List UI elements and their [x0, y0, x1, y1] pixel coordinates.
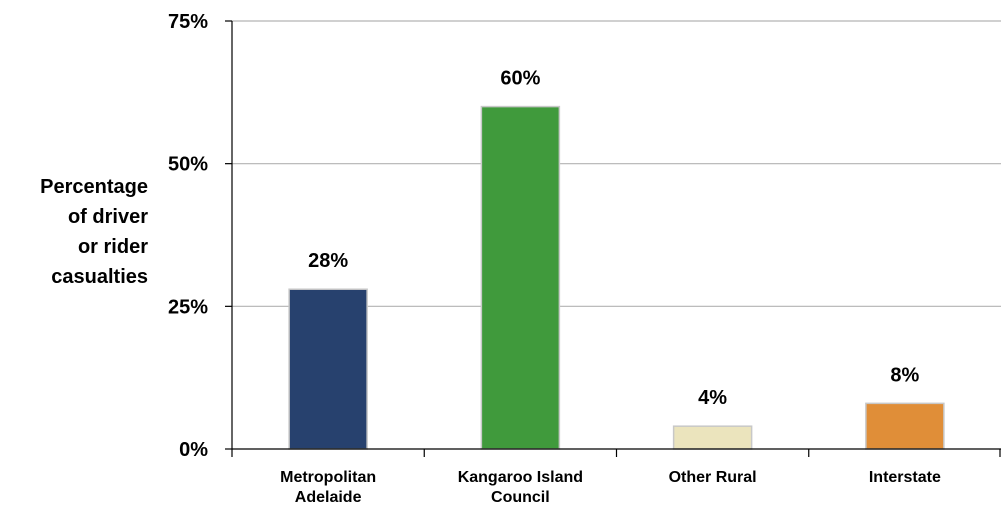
axes: [225, 20, 1001, 457]
labels: 0% 25% 50% 75% 28% 60% 4% 8% Metropolitan Adelaid…: [168, 11, 941, 506]
y-tick-label: 0%: [179, 439, 208, 461]
bar: [480, 105, 561, 450]
bars: [288, 105, 945, 450]
y-axis-label-line: of driver: [67, 206, 148, 228]
bar: [865, 402, 945, 450]
x-tick-label: Interstate: [869, 469, 941, 486]
data-label: 60%: [500, 68, 540, 90]
data-label: 8%: [890, 364, 919, 386]
data-label: 28%: [308, 250, 348, 272]
y-axis-label-line: casualties: [51, 266, 148, 288]
y-axis-label-line: Percentage: [40, 176, 148, 198]
y-tick-label: 50%: [168, 154, 208, 176]
x-tick-label: Metropolitan: [280, 469, 376, 486]
x-tick-label: Council: [491, 489, 550, 506]
x-tick-label: Adelaide: [295, 489, 362, 506]
bar: [288, 288, 368, 450]
y-axis-label-line: or rider: [77, 236, 148, 258]
data-label: 4%: [698, 387, 727, 409]
bar: [672, 425, 753, 450]
x-tick-label: Other Rural: [669, 469, 757, 486]
y-tick-label: 75%: [168, 11, 208, 33]
y-tick-label: 25%: [168, 296, 208, 318]
y-axis-label: Percentage of driver or rider casualties: [8, 172, 148, 292]
x-tick-label: Kangaroo Island: [458, 469, 583, 486]
